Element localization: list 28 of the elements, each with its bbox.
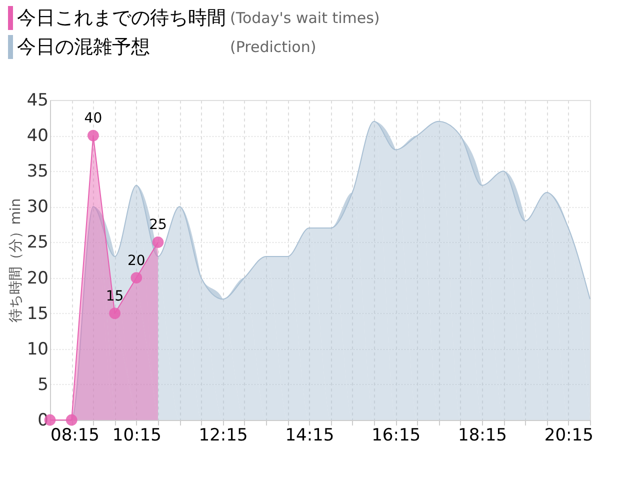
y-axis-title: 待ち時間（分）min (8, 198, 24, 323)
y-tick-label: 40 (26, 126, 48, 146)
data-label: 40 (84, 110, 102, 127)
y-tick-label: 10 (26, 339, 48, 360)
x-tick-label: 20:15 (544, 426, 594, 446)
data-label: 20 (127, 252, 146, 269)
y-tick-label: 15 (26, 304, 48, 324)
data-label: 25 (149, 217, 167, 234)
legend-label: 今日の混雑予想 (17, 36, 150, 58)
point (130, 272, 142, 284)
text: (Prediction) (230, 38, 316, 56)
legend-label: 今日これまでの待ち時間 (17, 7, 226, 29)
x-tick-label: 08:15 (50, 426, 100, 446)
y-tick-label: 25 (26, 232, 48, 253)
x-tick-label: 14:15 (285, 426, 334, 446)
x-tick-label: 12:15 (198, 426, 248, 446)
y-tick-label: 5 (38, 374, 48, 395)
point (88, 130, 99, 142)
y-tick-label: 30 (26, 197, 48, 218)
x-tick-label: 18:15 (458, 426, 507, 446)
y-tick-label: 20 (26, 268, 48, 288)
y-tick-label: 35 (26, 162, 48, 182)
x-tick-label: 10:15 (112, 426, 162, 446)
text: (Today's wait times) (230, 9, 380, 27)
point (109, 308, 120, 320)
y-tick-label: 45 (26, 90, 48, 110)
point (152, 236, 164, 248)
x-tick-label: 16:15 (372, 426, 421, 446)
